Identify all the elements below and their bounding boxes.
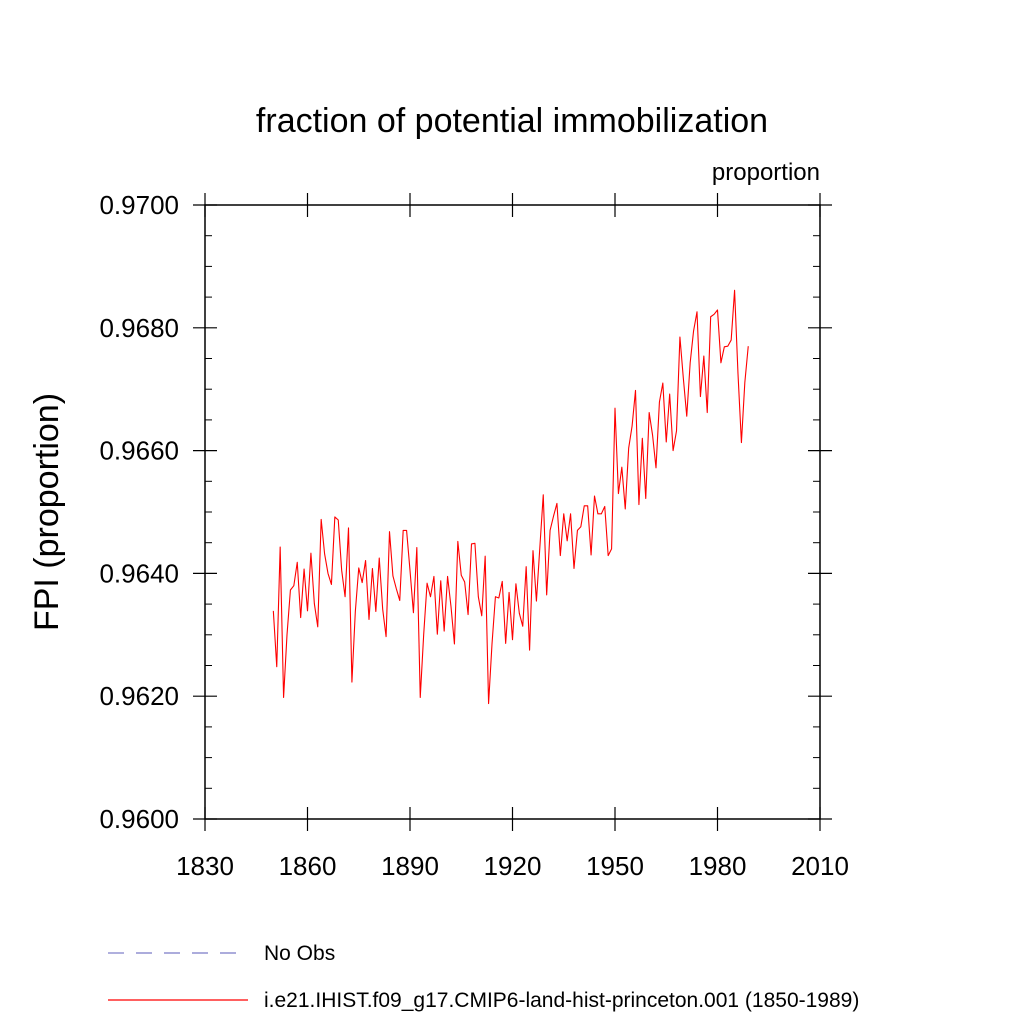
x-tick-label: 2010 xyxy=(791,851,849,881)
y-tick-label: 0.9700 xyxy=(99,190,179,220)
y-tick-label: 0.9600 xyxy=(99,804,179,834)
plot-frame xyxy=(204,204,821,820)
x-tick-label: 1830 xyxy=(176,851,234,881)
x-tick-label: 1980 xyxy=(689,851,747,881)
x-tick-label: 1890 xyxy=(381,851,439,881)
y-tick-label: 0.9620 xyxy=(99,681,179,711)
legend: No Obs i.e21.IHIST.f09_g17.CMIP6-land-hi… xyxy=(108,942,859,1012)
x-tick-label: 1920 xyxy=(484,851,542,881)
y-tick-label: 0.9680 xyxy=(99,313,179,343)
chart-title: fraction of potential immobilization xyxy=(256,102,768,140)
x-tick-label: 1860 xyxy=(279,851,337,881)
series-layer xyxy=(272,289,749,705)
legend-label-no-obs: No Obs xyxy=(264,942,335,965)
y-tick-label: 0.9640 xyxy=(99,558,179,588)
units-label: proportion xyxy=(712,159,820,186)
y-axis-label: FPI (proportion) xyxy=(28,393,66,631)
y-tick-label: 0.9660 xyxy=(99,436,179,466)
series-line xyxy=(272,289,749,705)
x-tick-label: 1950 xyxy=(586,851,644,881)
axis-ticks xyxy=(193,193,832,831)
legend-label-model: i.e21.IHIST.f09_g17.CMIP6-land-hist-prin… xyxy=(264,989,859,1012)
axis-tick-labels: 1830 1860 1890 1920 1950 1980 2010 0.9600 0.9620… xyxy=(99,190,848,881)
